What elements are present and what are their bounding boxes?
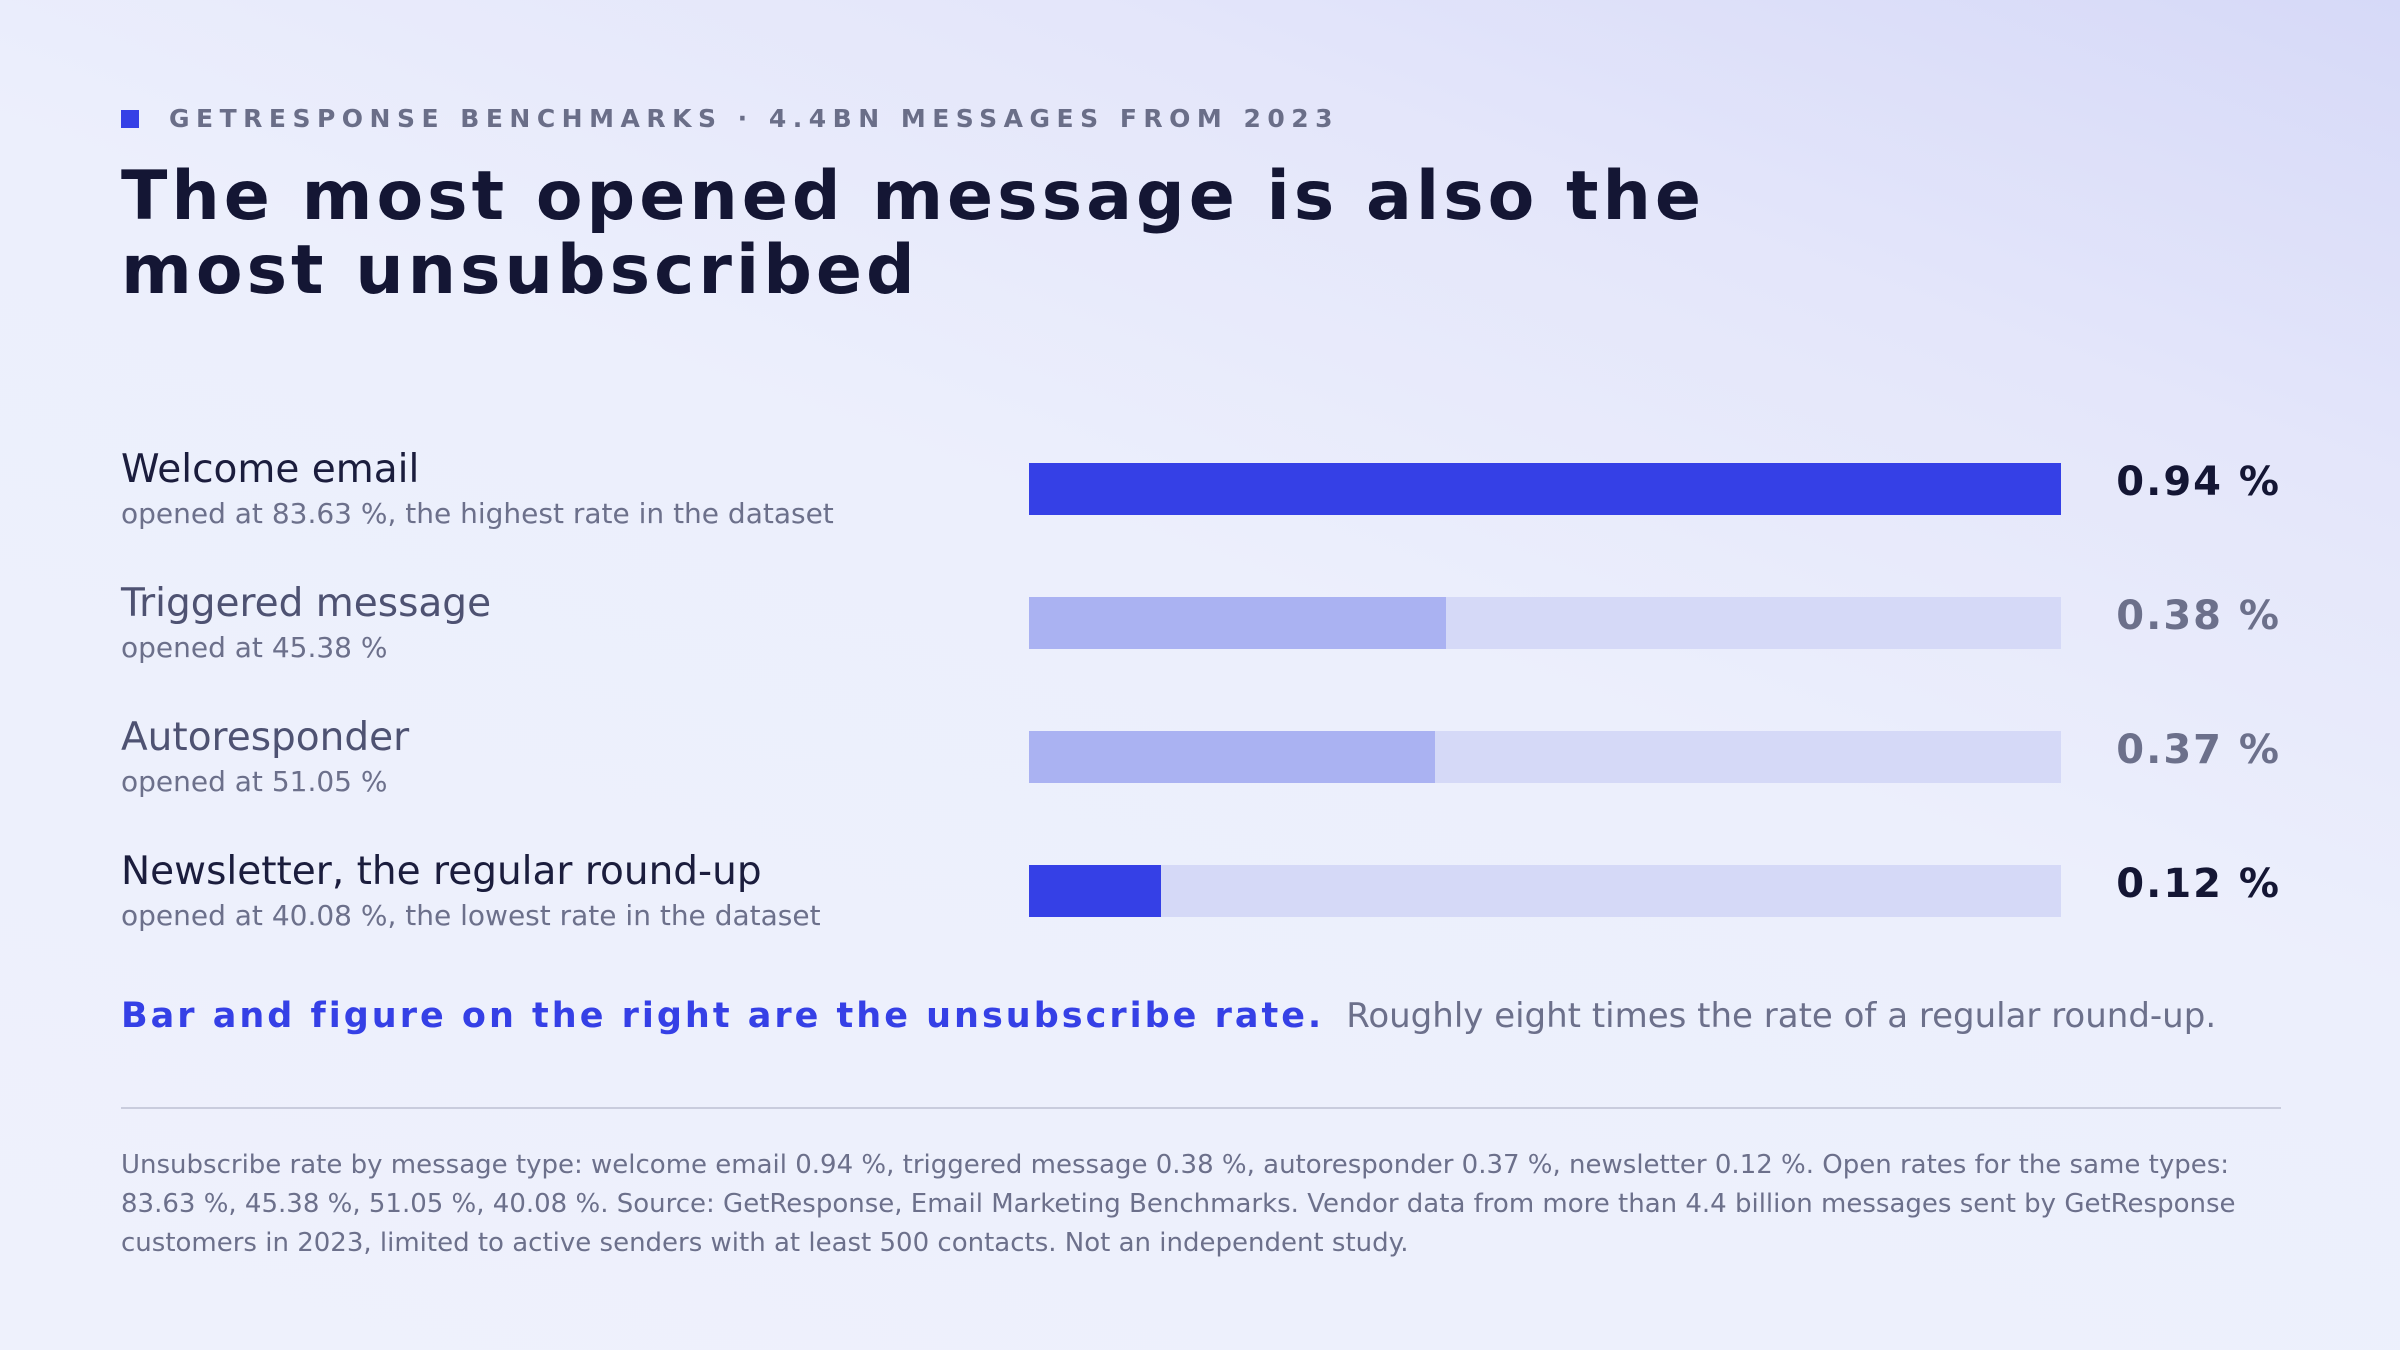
- footnote: Unsubscribe rate by message type: welcom…: [121, 1150, 2236, 1258]
- bar-track: [1029, 463, 2061, 515]
- data-label: 0.12 %: [2116, 861, 2281, 907]
- eyebrow-label: GETRESPONSE BENCHMARKS · 4.4BN MESSAGES …: [169, 104, 1340, 133]
- category-label: Newsletter, the regular round-up: [121, 849, 762, 894]
- category-sublabel: opened at 83.63 %, the highest rate in t…: [121, 497, 834, 530]
- chart-row: Newsletter, the regular round-up opened a…: [121, 849, 2281, 949]
- bar: [1029, 865, 1161, 917]
- data-label: 0.94 %: [2116, 459, 2281, 505]
- key-rest: Roughly eight times the rate of a regula…: [1346, 996, 2217, 1036]
- eyebrow: GETRESPONSE BENCHMARKS · 4.4BN MESSAGES …: [121, 104, 1339, 133]
- category-sublabel: opened at 51.05 %: [121, 765, 388, 798]
- category-label: Welcome email: [121, 447, 420, 492]
- divider: [121, 1107, 2281, 1109]
- category-label: Autoresponder: [121, 715, 410, 760]
- page-title: The most opened message is also the most…: [121, 157, 1706, 310]
- bar: [1029, 731, 1435, 783]
- data-label: 0.37 %: [2116, 727, 2281, 773]
- chart-row: Autoresponder opened at 51.05 % 0.37 %: [121, 715, 2281, 815]
- bar-track: [1029, 731, 2061, 783]
- chart-row: Triggered message opened at 45.38 % 0.38 %: [121, 581, 2281, 681]
- bar-track: [1029, 865, 2061, 917]
- category-label: Triggered message: [121, 581, 492, 626]
- bar-track: [1029, 597, 2061, 649]
- bar: [1029, 463, 2061, 515]
- accent-square-icon: [121, 109, 139, 128]
- chart-row: Welcome email opened at 83.63 %, the high…: [121, 447, 2281, 547]
- data-label: 0.38 %: [2116, 593, 2281, 639]
- category-sublabel: opened at 45.38 %: [121, 631, 388, 664]
- key-lead: Bar and figure on the right are the unsu…: [121, 996, 1325, 1036]
- bar: [1029, 597, 1446, 649]
- category-sublabel: opened at 40.08 %, the lowest rate in th…: [121, 899, 821, 932]
- chart-key: Bar and figure on the right are the unsu…: [121, 996, 2216, 1036]
